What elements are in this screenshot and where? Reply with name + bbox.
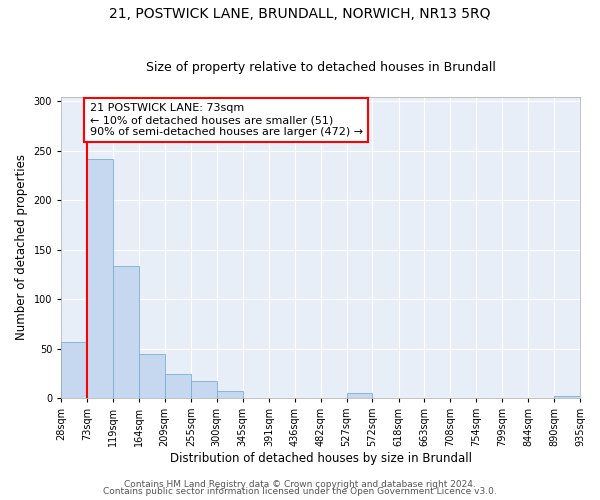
Title: Size of property relative to detached houses in Brundall: Size of property relative to detached ho… bbox=[146, 62, 496, 74]
Text: Contains public sector information licensed under the Open Government Licence v3: Contains public sector information licen… bbox=[103, 487, 497, 496]
Y-axis label: Number of detached properties: Number of detached properties bbox=[15, 154, 28, 340]
Bar bbox=[113, 266, 139, 398]
Bar bbox=[191, 381, 217, 398]
Text: Contains HM Land Registry data © Crown copyright and database right 2024.: Contains HM Land Registry data © Crown c… bbox=[124, 480, 476, 489]
X-axis label: Distribution of detached houses by size in Brundall: Distribution of detached houses by size … bbox=[170, 452, 472, 465]
Text: 21 POSTWICK LANE: 73sqm
← 10% of detached houses are smaller (51)
90% of semi-de: 21 POSTWICK LANE: 73sqm ← 10% of detache… bbox=[90, 104, 363, 136]
Bar bbox=[347, 393, 373, 398]
Bar bbox=[139, 354, 165, 398]
Text: 21, POSTWICK LANE, BRUNDALL, NORWICH, NR13 5RQ: 21, POSTWICK LANE, BRUNDALL, NORWICH, NR… bbox=[109, 8, 491, 22]
Bar bbox=[165, 374, 191, 398]
Bar bbox=[217, 391, 242, 398]
Bar bbox=[87, 159, 113, 398]
Bar bbox=[61, 342, 87, 398]
Bar bbox=[554, 396, 580, 398]
